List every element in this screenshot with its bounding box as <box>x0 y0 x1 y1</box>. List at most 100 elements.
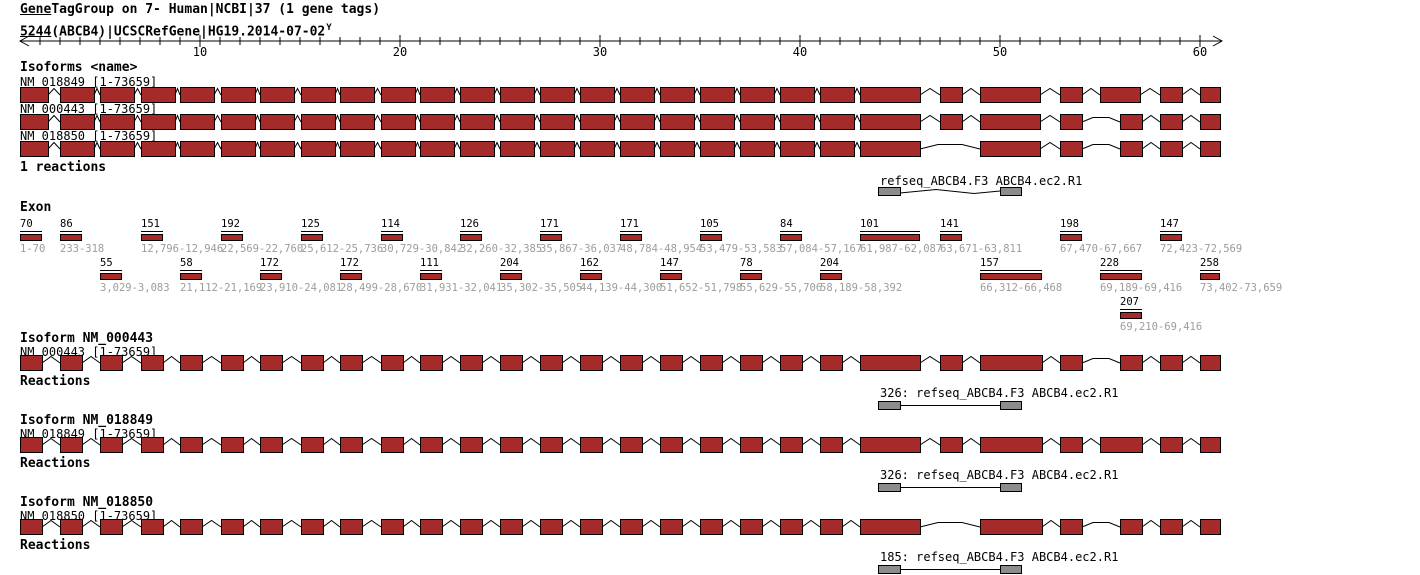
exon-box[interactable] <box>620 437 643 453</box>
exon-box[interactable] <box>860 519 921 535</box>
exon-box[interactable] <box>420 87 455 103</box>
exon-box[interactable] <box>381 437 404 453</box>
exon-box[interactable] <box>740 87 775 103</box>
exon-box[interactable] <box>700 141 735 157</box>
exon-box[interactable] <box>500 114 535 130</box>
exon-box[interactable] <box>1120 141 1143 157</box>
exon-box[interactable] <box>580 437 603 453</box>
exon-box[interactable] <box>1160 355 1183 371</box>
exon-box[interactable] <box>100 355 123 371</box>
exon-length-link[interactable]: 147 <box>1160 218 1182 232</box>
exon-box[interactable] <box>340 141 375 157</box>
exon-box[interactable] <box>540 87 575 103</box>
exon-length-link[interactable]: 86 <box>60 218 82 232</box>
exon-box[interactable] <box>940 437 963 453</box>
exon-box[interactable] <box>260 437 283 453</box>
exon-box[interactable] <box>381 519 404 535</box>
exon-length-link[interactable]: 192 <box>221 218 243 232</box>
exon-box[interactable] <box>1160 519 1183 535</box>
exon-box[interactable] <box>340 114 375 130</box>
exon-box[interactable] <box>660 87 695 103</box>
exon-box[interactable] <box>381 141 416 157</box>
exon-box[interactable] <box>381 87 416 103</box>
exon-box[interactable] <box>1100 87 1141 103</box>
exon-box[interactable] <box>1200 437 1221 453</box>
exon-box[interactable] <box>60 141 95 157</box>
exon-box[interactable] <box>381 355 404 371</box>
exon-box[interactable] <box>540 141 575 157</box>
exon-box[interactable] <box>20 114 49 130</box>
exon-box[interactable] <box>100 114 135 130</box>
exon-box[interactable] <box>780 519 803 535</box>
exon-box[interactable] <box>460 87 495 103</box>
exon-box[interactable] <box>940 114 963 130</box>
exon-box[interactable] <box>660 114 695 130</box>
exon-box[interactable] <box>660 437 683 453</box>
exon-box[interactable] <box>1100 437 1143 453</box>
exon-box[interactable] <box>660 141 695 157</box>
exon-box[interactable] <box>700 355 723 371</box>
exon-box[interactable] <box>980 355 1043 371</box>
exon-box[interactable] <box>1120 519 1143 535</box>
exon-length-link[interactable]: 172 <box>340 257 362 271</box>
exon-box[interactable] <box>1160 437 1183 453</box>
exon-box[interactable] <box>780 141 815 157</box>
exon-length-link[interactable]: 111 <box>420 257 442 271</box>
exon-length-link[interactable]: 228 <box>1100 257 1142 271</box>
exon-box[interactable] <box>660 355 683 371</box>
exon-box[interactable] <box>1120 355 1143 371</box>
exon-box[interactable] <box>420 141 455 157</box>
exon-length-link[interactable]: 125 <box>301 218 323 232</box>
exon-box[interactable] <box>860 87 921 103</box>
exon-box[interactable] <box>740 355 763 371</box>
exon-box[interactable] <box>940 355 963 371</box>
exon-length-link[interactable]: 171 <box>620 218 642 232</box>
exon-box[interactable] <box>820 87 855 103</box>
exon-box[interactable] <box>340 437 363 453</box>
exon-box[interactable] <box>580 519 603 535</box>
exon-box[interactable] <box>1160 141 1183 157</box>
exon-length-link[interactable]: 141 <box>940 218 962 232</box>
exon-length-link[interactable]: 105 <box>700 218 722 232</box>
exon-box[interactable] <box>980 114 1041 130</box>
exon-box[interactable] <box>20 141 49 157</box>
exon-box[interactable] <box>700 519 723 535</box>
exon-box[interactable] <box>180 87 215 103</box>
exon-box[interactable] <box>580 87 615 103</box>
exon-box[interactable] <box>980 141 1041 157</box>
exon-box[interactable] <box>221 355 244 371</box>
exon-box[interactable] <box>860 437 921 453</box>
exon-length-link[interactable]: 162 <box>580 257 602 271</box>
exon-box[interactable] <box>301 519 324 535</box>
exon-length-link[interactable]: 171 <box>540 218 562 232</box>
exon-box[interactable] <box>500 437 523 453</box>
exon-box[interactable] <box>580 141 615 157</box>
exon-box[interactable] <box>740 437 763 453</box>
exon-box[interactable] <box>60 87 95 103</box>
gene-tag-group-link[interactable]: Gene <box>20 2 52 17</box>
exon-length-link[interactable]: 101 <box>860 218 920 232</box>
exon-box[interactable] <box>1060 355 1083 371</box>
exon-box[interactable] <box>1120 114 1143 130</box>
exon-box[interactable] <box>420 437 443 453</box>
exon-length-link[interactable]: 55 <box>100 257 122 271</box>
exon-box[interactable] <box>260 114 295 130</box>
exon-box[interactable] <box>540 114 575 130</box>
exon-box[interactable] <box>980 437 1043 453</box>
exon-box[interactable] <box>540 437 563 453</box>
exon-box[interactable] <box>260 519 283 535</box>
exon-length-link[interactable]: 58 <box>180 257 202 271</box>
exon-box[interactable] <box>700 87 735 103</box>
exon-length-link[interactable]: 258 <box>1200 257 1220 271</box>
exon-box[interactable] <box>1200 141 1221 157</box>
exon-box[interactable] <box>820 114 855 130</box>
exon-box[interactable] <box>860 355 921 371</box>
exon-box[interactable] <box>1060 87 1083 103</box>
exon-box[interactable] <box>20 519 43 535</box>
exon-box[interactable] <box>780 114 815 130</box>
exon-box[interactable] <box>1200 355 1221 371</box>
exon-box[interactable] <box>1060 437 1083 453</box>
exon-box[interactable] <box>340 87 375 103</box>
exon-box[interactable] <box>60 355 83 371</box>
exon-box[interactable] <box>301 114 336 130</box>
